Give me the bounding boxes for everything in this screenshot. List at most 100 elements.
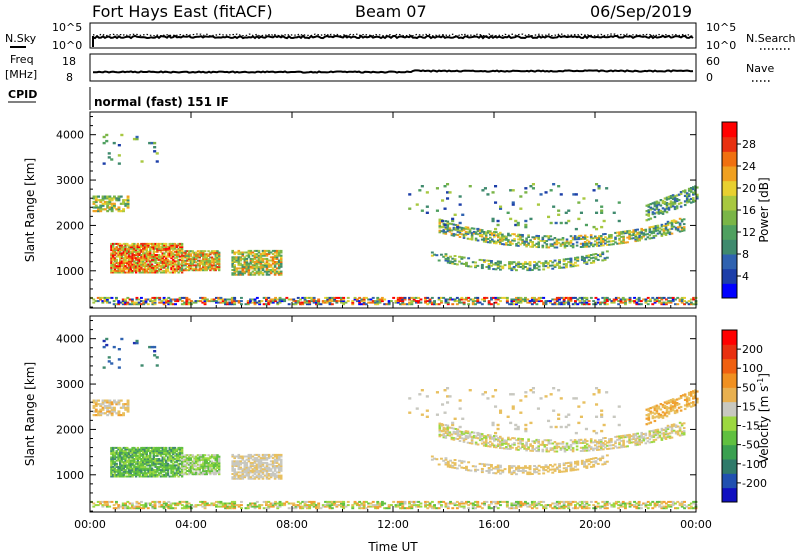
power-cell bbox=[441, 220, 444, 222]
power-cell bbox=[280, 255, 283, 257]
power-cell bbox=[476, 228, 479, 230]
velocity-cell bbox=[647, 507, 650, 509]
velocity-cell bbox=[118, 410, 121, 412]
power-cell bbox=[600, 226, 603, 228]
power-cell bbox=[654, 216, 657, 218]
velocity-cell bbox=[347, 504, 350, 506]
power-cell bbox=[108, 302, 111, 304]
power-cell bbox=[105, 140, 108, 142]
power-cell bbox=[545, 191, 548, 193]
power-cell bbox=[454, 214, 457, 216]
power-colorbar-cell bbox=[722, 166, 737, 181]
power-cell bbox=[447, 221, 450, 223]
velocity-cell bbox=[158, 501, 161, 503]
power-cell bbox=[547, 267, 550, 269]
power-cell bbox=[501, 234, 504, 236]
power-cell bbox=[313, 297, 316, 299]
velocity-cell bbox=[640, 507, 643, 509]
power-cell bbox=[158, 297, 161, 299]
power-cell bbox=[490, 260, 493, 262]
power-cell bbox=[473, 228, 476, 230]
power-cell bbox=[676, 205, 679, 207]
power-colorbar-tick-label: 12 bbox=[742, 226, 756, 239]
power-colorbar-tick-label: 20 bbox=[742, 182, 756, 195]
power-cell bbox=[108, 152, 111, 154]
power-cell bbox=[441, 199, 444, 201]
power-cell bbox=[582, 197, 585, 199]
power-colorbar-cell bbox=[722, 254, 737, 269]
power-cell bbox=[538, 266, 541, 268]
nave-tick-top: 60 bbox=[706, 55, 720, 68]
power-cell bbox=[459, 236, 462, 238]
power-cell bbox=[547, 216, 550, 218]
velocity-cell bbox=[683, 501, 686, 503]
nave-tick-bottom: 0 bbox=[706, 71, 713, 84]
power-cell bbox=[576, 265, 579, 267]
power-cell bbox=[537, 235, 540, 237]
power-cell bbox=[153, 142, 156, 144]
power-cell bbox=[600, 235, 603, 237]
power-cell bbox=[342, 297, 345, 299]
power-cell bbox=[240, 300, 243, 302]
power-cell bbox=[614, 237, 617, 239]
power-cell bbox=[426, 206, 429, 208]
power-cell bbox=[347, 297, 350, 299]
velocity-cell bbox=[317, 503, 320, 505]
velocity-cell bbox=[122, 412, 125, 414]
power-cell bbox=[542, 245, 545, 247]
power-cell bbox=[440, 254, 443, 256]
power-cell bbox=[436, 187, 439, 189]
power-cell bbox=[481, 264, 484, 266]
velocity-cell bbox=[181, 447, 183, 449]
power-cell bbox=[601, 252, 604, 254]
power-cell bbox=[120, 134, 123, 136]
power-cell bbox=[446, 183, 449, 185]
power-cell bbox=[497, 220, 500, 222]
power-cell bbox=[280, 250, 283, 252]
velocity-cell bbox=[256, 501, 259, 503]
power-cell bbox=[456, 226, 459, 228]
power-cell bbox=[688, 193, 691, 195]
power-cell bbox=[558, 259, 561, 261]
power-cell bbox=[233, 297, 236, 299]
power-cell bbox=[684, 204, 687, 206]
power-cell bbox=[103, 162, 106, 164]
power-ytick-label: 2000 bbox=[56, 219, 84, 232]
power-cell bbox=[444, 208, 447, 210]
power-cell bbox=[153, 146, 156, 148]
velocity-cell bbox=[140, 501, 143, 503]
power-cell bbox=[513, 233, 516, 235]
power-cell bbox=[467, 227, 470, 229]
power-cell bbox=[421, 210, 424, 212]
power-cell bbox=[600, 206, 603, 208]
power-cell bbox=[556, 247, 559, 249]
power-cell bbox=[680, 206, 683, 208]
power-cell bbox=[465, 262, 468, 264]
power-cell bbox=[683, 226, 686, 228]
power-cell bbox=[494, 228, 497, 230]
power-cell bbox=[512, 189, 515, 191]
power-cell bbox=[576, 245, 579, 247]
power-cell bbox=[494, 201, 497, 203]
velocity-cell bbox=[390, 504, 393, 506]
power-cell bbox=[458, 261, 461, 263]
power-cell bbox=[562, 237, 565, 239]
date-title: 06/Sep/2019 bbox=[590, 2, 692, 21]
power-cell bbox=[181, 243, 183, 245]
power-cell bbox=[610, 234, 613, 236]
velocity-cell bbox=[240, 501, 243, 503]
velocity-cell bbox=[313, 501, 316, 503]
power-cell bbox=[595, 228, 598, 230]
power-cell bbox=[495, 231, 498, 233]
power-cell bbox=[535, 303, 538, 305]
power-cell bbox=[529, 218, 532, 220]
power-cell bbox=[554, 260, 557, 262]
power-colorbar-tick-label: 16 bbox=[742, 204, 756, 217]
velocity-cell bbox=[535, 507, 538, 509]
power-cell bbox=[671, 233, 674, 235]
power-cell bbox=[233, 264, 236, 266]
power-cell bbox=[657, 225, 660, 227]
power-cell bbox=[575, 193, 578, 195]
velocity-cell bbox=[383, 503, 386, 505]
